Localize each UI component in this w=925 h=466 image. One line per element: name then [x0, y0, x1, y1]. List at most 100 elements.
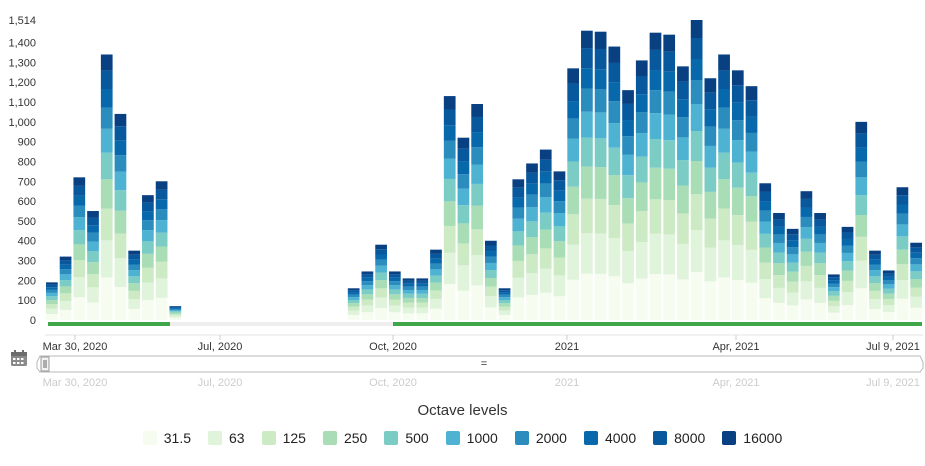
- bar-segment-4000[interactable]: [718, 88, 730, 108]
- bar-segment-4000[interactable]: [677, 99, 689, 118]
- bar-segment-2000[interactable]: [581, 88, 593, 112]
- bar-segment-500[interactable]: [430, 275, 442, 283]
- bar-segment-2000[interactable]: [663, 91, 676, 115]
- bar-segment-2000[interactable]: [649, 90, 662, 114]
- bar-segment-500[interactable]: [471, 183, 483, 206]
- bar-segment-2000[interactable]: [100, 107, 113, 129]
- bar-segment-125[interactable]: [718, 208, 730, 241]
- bar-segment-250[interactable]: [608, 175, 621, 206]
- bar-segment-1000[interactable]: [347, 297, 360, 301]
- bar-segment-125[interactable]: [457, 243, 470, 266]
- bar-segment-4000[interactable]: [498, 292, 511, 295]
- bar-segment-16000[interactable]: [539, 149, 552, 160]
- bar-segment-63[interactable]: [169, 315, 182, 318]
- bar-segment-63[interactable]: [512, 277, 525, 298]
- navigator-left-handle[interactable]: [40, 356, 50, 372]
- bar-segment-4000[interactable]: [471, 132, 483, 148]
- bar-segment-16000[interactable]: [416, 278, 429, 281]
- bar-segment-16000[interactable]: [375, 244, 387, 250]
- legend-item-250[interactable]: 250: [322, 430, 367, 446]
- bar-segment-2000[interactable]: [375, 259, 387, 266]
- bar-segment-31.5[interactable]: [347, 314, 360, 320]
- bar-segment-125[interactable]: [430, 290, 442, 299]
- bar-segment-500[interactable]: [800, 238, 813, 252]
- bar-segment-250[interactable]: [375, 280, 387, 289]
- bar-segment-250[interactable]: [114, 210, 127, 234]
- bar-segment-125[interactable]: [169, 314, 182, 316]
- bar-segment-125[interactable]: [677, 213, 689, 244]
- bar-segment-500[interactable]: [649, 138, 662, 168]
- bar-segment-63[interactable]: [677, 243, 689, 280]
- bar-segment-125[interactable]: [855, 236, 868, 261]
- bar-segment-16000[interactable]: [388, 271, 401, 275]
- bar-segment-125[interactable]: [773, 275, 785, 288]
- bar-segment-500[interactable]: [731, 162, 744, 188]
- bar-segment-500[interactable]: [759, 233, 772, 248]
- bar-segment-4000[interactable]: [100, 88, 113, 108]
- bar-segment-2000[interactable]: [142, 220, 154, 231]
- bar-segment-250[interactable]: [677, 185, 689, 214]
- bar-segment-2000[interactable]: [896, 213, 909, 225]
- bar-segment-16000[interactable]: [87, 211, 99, 218]
- bar-segment-4000[interactable]: [608, 82, 621, 102]
- bar-segment-16000[interactable]: [773, 212, 785, 220]
- bar-segment-63[interactable]: [827, 306, 840, 313]
- bar-segment-8000[interactable]: [416, 280, 429, 284]
- bar-segment-125[interactable]: [443, 225, 456, 253]
- bar-segment-4000[interactable]: [800, 207, 813, 217]
- bar-segment-250[interactable]: [581, 166, 593, 199]
- bar-segment-250[interactable]: [827, 295, 840, 301]
- legend-item-16000[interactable]: 16000: [722, 430, 782, 446]
- bar-segment-31.5[interactable]: [498, 314, 511, 320]
- bar-segment-250[interactable]: [786, 271, 799, 282]
- bar-segment-500[interactable]: [73, 230, 86, 245]
- bar-segment-250[interactable]: [402, 297, 415, 303]
- bar-segment-16000[interactable]: [457, 137, 470, 149]
- bar-segment-125[interactable]: [388, 299, 401, 306]
- range-navigator[interactable]: = Mar 30, 2020 Jul, 2020 Oct, 2020 2021 Apr, …: [36, 355, 924, 389]
- bar-segment-8000[interactable]: [594, 48, 607, 70]
- bar-segment-8000[interactable]: [498, 290, 511, 293]
- bar-segment-125[interactable]: [635, 210, 648, 243]
- bar-segment-16000[interactable]: [704, 78, 717, 93]
- bar-segment-250[interactable]: [169, 312, 182, 315]
- bar-segment-125[interactable]: [128, 290, 141, 300]
- bar-segment-4000[interactable]: [416, 283, 429, 287]
- bar-segment-16000[interactable]: [59, 256, 72, 261]
- bar-segment-250[interactable]: [388, 294, 401, 300]
- bar-segment-250[interactable]: [690, 161, 703, 194]
- bar-segment-125[interactable]: [827, 300, 840, 307]
- bar-segment-125[interactable]: [539, 248, 552, 269]
- bar-segment-125[interactable]: [567, 214, 580, 245]
- bar-segment-63[interactable]: [59, 300, 72, 310]
- bar-segment-8000[interactable]: [553, 180, 566, 191]
- bar-segment-31.5[interactable]: [485, 307, 497, 320]
- bar-segment-250[interactable]: [553, 241, 566, 258]
- bar-segment-1000[interactable]: [635, 133, 648, 157]
- bar-segment-1000[interactable]: [430, 269, 442, 276]
- bar-segment-250[interactable]: [855, 214, 868, 237]
- bar-segment-125[interactable]: [690, 194, 703, 230]
- bar-segment-63[interactable]: [416, 307, 429, 314]
- bar-segment-500[interactable]: [443, 178, 456, 202]
- bar-segment-31.5[interactable]: [87, 302, 99, 320]
- bar-segment-16000[interactable]: [100, 54, 113, 71]
- bar-segment-16000[interactable]: [581, 30, 593, 49]
- bar-segment-500[interactable]: [114, 190, 127, 211]
- legend-item-63[interactable]: 63: [208, 430, 245, 446]
- bar-segment-2000[interactable]: [430, 263, 442, 270]
- bar-segment-16000[interactable]: [786, 228, 799, 235]
- bar-segment-63[interactable]: [635, 242, 648, 279]
- bar-segment-2000[interactable]: [759, 210, 772, 222]
- bar-segment-63[interactable]: [471, 255, 483, 286]
- bar-segment-500[interactable]: [498, 300, 511, 304]
- bar-segment-1000[interactable]: [128, 270, 141, 277]
- bar-segment-8000[interactable]: [786, 234, 799, 241]
- bar-segment-1000[interactable]: [457, 188, 470, 206]
- bar-segment-16000[interactable]: [46, 282, 58, 285]
- bar-segment-63[interactable]: [855, 260, 868, 289]
- bar-segment-125[interactable]: [745, 221, 758, 250]
- bar-segment-1000[interactable]: [594, 112, 607, 139]
- bar-segment-63[interactable]: [73, 277, 86, 298]
- bar-segment-16000[interactable]: [128, 250, 141, 255]
